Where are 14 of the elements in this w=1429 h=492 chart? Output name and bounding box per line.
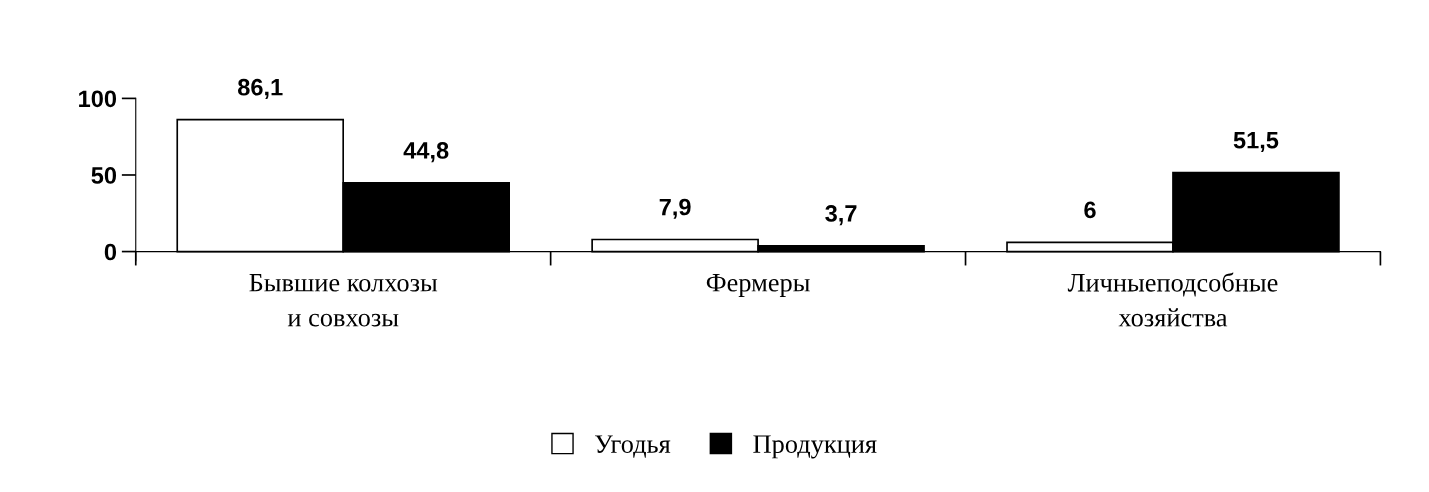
legend-label: Продукция (753, 435, 877, 459)
y-tick-label: 100 (79, 90, 117, 108)
data-label: 6 (1084, 201, 1096, 219)
x-tick-label: Фермеры (706, 274, 810, 297)
y-tick-label: 0 (104, 243, 117, 261)
legend-label: Угодья (595, 435, 671, 458)
x-tick-label: Бывшие колхозы и совхозы (249, 274, 438, 327)
data-label: 3,7 (825, 205, 857, 226)
data-label: 51,5 (1233, 132, 1279, 152)
data-label: 44,8 (403, 142, 449, 163)
x-tick-label: Личныеподсобные хозяйства (1067, 272, 1278, 327)
data-label: 86,1 (238, 78, 283, 99)
y-tick-label: 50 (91, 167, 117, 184)
data-label: 7,9 (659, 198, 691, 219)
